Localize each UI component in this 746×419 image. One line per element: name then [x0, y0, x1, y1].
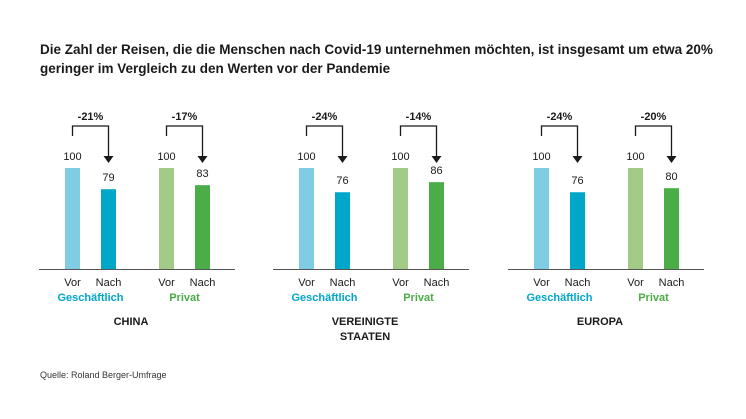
private-after-label: Nach [190, 277, 216, 289]
business-before-bar [299, 168, 314, 269]
region-label: CHINA [114, 316, 149, 328]
region-label: VEREINIGTE [332, 316, 399, 328]
private-after-label: Nach [659, 277, 685, 289]
business-before-label: Vor [533, 277, 550, 289]
private-after-label: Nach [424, 277, 450, 289]
business-arrow-head [572, 156, 583, 163]
private-change-arrow [634, 125, 673, 157]
private-change-arrow [165, 125, 204, 157]
business-change-arrow [540, 125, 579, 157]
source-note: Quelle: Roland Berger-Umfrage [40, 370, 167, 380]
business-category-label: Geschäftlich [526, 292, 592, 304]
business-category-label: Geschäftlich [57, 292, 123, 304]
private-after-value: 83 [196, 168, 208, 180]
business-after-bar [570, 192, 585, 269]
business-change-arrow [71, 125, 110, 157]
business-arrow-head [337, 156, 348, 163]
private-before-label: Vor [627, 277, 644, 289]
private-category-label: Privat [638, 292, 669, 304]
business-after-value: 76 [336, 175, 348, 187]
private-before-label: Vor [158, 277, 175, 289]
business-change-label: -24% [312, 111, 338, 123]
private-change-arrow [399, 125, 438, 157]
business-change-label: -21% [78, 111, 104, 123]
private-before-bar [628, 168, 643, 269]
private-before-value: 100 [391, 151, 409, 163]
private-before-value: 100 [157, 151, 175, 163]
business-after-value: 79 [102, 172, 114, 184]
region-label: EUROPA [577, 316, 623, 328]
business-before-value: 100 [532, 151, 550, 163]
business-category-label: Geschäftlich [291, 292, 357, 304]
business-change-label: -24% [547, 111, 573, 123]
private-category-label: Privat [169, 292, 200, 304]
private-arrow-head [666, 156, 677, 163]
business-before-bar [534, 168, 549, 269]
business-before-value: 100 [63, 151, 81, 163]
business-before-bar [65, 168, 80, 269]
chart-title: Die Zahl der Reisen, die die Menschen na… [40, 42, 713, 76]
private-after-value: 86 [430, 165, 442, 177]
business-before-label: Vor [64, 277, 81, 289]
business-before-value: 100 [297, 151, 315, 163]
business-after-bar [101, 189, 116, 269]
business-arrow-head [103, 156, 114, 163]
business-after-label: Nach [96, 277, 122, 289]
private-before-bar [393, 168, 408, 269]
business-after-label: Nach [565, 277, 591, 289]
private-arrow-head [431, 156, 442, 163]
private-after-bar [195, 185, 210, 269]
private-change-label: -20% [641, 111, 667, 123]
business-after-label: Nach [330, 277, 356, 289]
business-change-arrow [305, 125, 344, 157]
private-after-bar [429, 182, 444, 269]
private-before-bar [159, 168, 174, 269]
region-label: STAATEN [340, 331, 390, 343]
private-after-value: 80 [665, 171, 677, 183]
private-category-label: Privat [403, 292, 434, 304]
private-change-label: -17% [172, 111, 198, 123]
business-after-value: 76 [571, 175, 583, 187]
private-before-value: 100 [626, 151, 644, 163]
private-arrow-head [197, 156, 208, 163]
private-before-label: Vor [392, 277, 409, 289]
business-before-label: Vor [298, 277, 315, 289]
private-change-label: -14% [406, 111, 432, 123]
private-after-bar [664, 188, 679, 269]
business-after-bar [335, 192, 350, 269]
